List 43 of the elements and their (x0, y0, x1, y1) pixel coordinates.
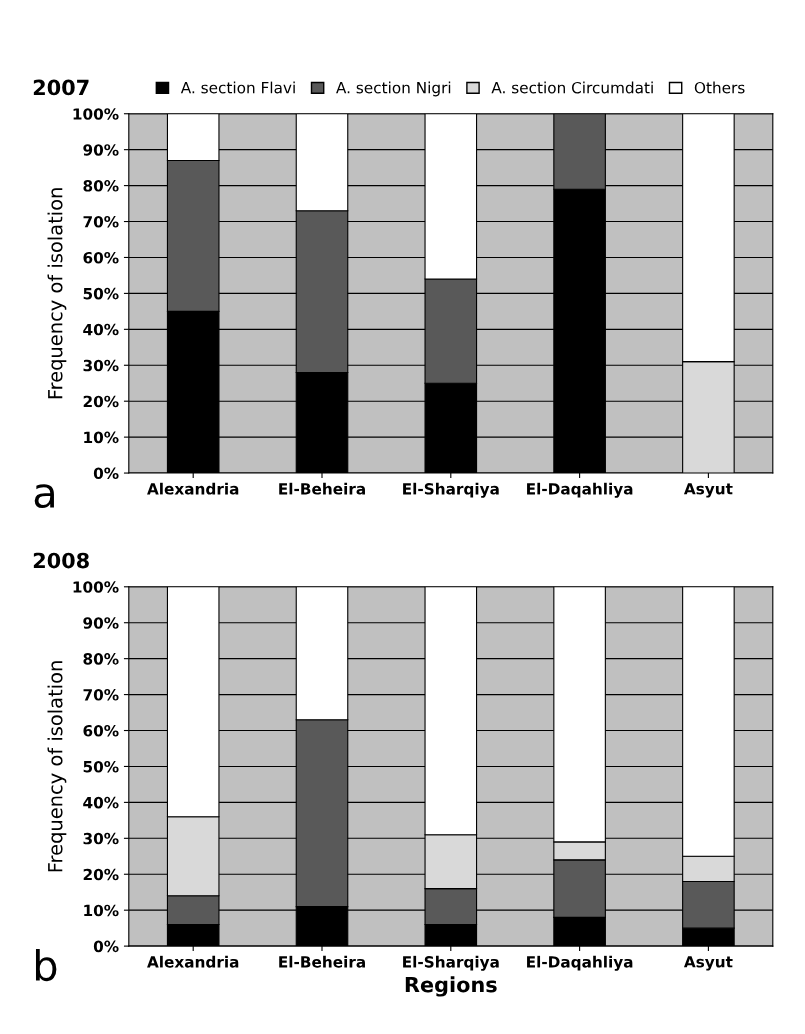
y-tick-label: 50% (83, 287, 119, 300)
x-axis-title: Regions (405, 976, 497, 997)
y-tick-label: 70% (83, 689, 119, 701)
y-tick-label: 80% (83, 180, 119, 192)
y-tick-label: 10% (84, 904, 119, 917)
y-tick-label: 20% (83, 395, 119, 408)
x-tick-label: El-Daqahliya (527, 955, 633, 971)
text: a (34, 484, 54, 509)
x-tick-label: El-Sharqiya (403, 955, 499, 971)
y-tick-label: 100% (73, 108, 119, 120)
x-tick-label: Alexandria (147, 955, 239, 968)
y-tick-label: 100% (73, 581, 119, 593)
x-tick-label: Alexandria (147, 482, 239, 495)
legend-label: A. section Nigri (336, 81, 451, 97)
y-tick-label: 40% (83, 796, 119, 809)
chart-title: 2008 (33, 552, 89, 569)
x-tick-label: El-Sharqiya (403, 482, 499, 498)
y-tick-label: 30% (83, 359, 119, 372)
x-tick-label: El-Beheira (279, 955, 365, 968)
y-tick-label: 70% (83, 216, 119, 228)
legend-label: Others (694, 81, 745, 94)
text: b (35, 948, 57, 982)
y-tick-label: 0% (93, 467, 119, 480)
y-tick-label: 40% (83, 323, 119, 336)
y-tick-label: 80% (83, 653, 119, 665)
y-tick-label: 50% (83, 760, 119, 773)
x-tick-label: Asyut (683, 483, 733, 498)
legend-label: A. section Circumdati (491, 81, 653, 94)
y-axis-title: Frequency of isolation (47, 188, 67, 399)
y-tick-label: 60% (83, 724, 119, 737)
y-tick-label: 90% (83, 144, 119, 156)
y-tick-label: 0% (93, 940, 119, 953)
y-tick-label: 20% (83, 868, 119, 881)
x-tick-label: El-Beheira (279, 482, 365, 495)
x-tick-label: Asyut (683, 956, 733, 971)
legend-label: A. section Flavi (180, 81, 295, 94)
chart-title: 2007 (33, 79, 89, 96)
y-axis-title: Frequency of isolation (47, 661, 67, 872)
y-tick-label: 10% (84, 431, 119, 444)
y-tick-label: 30% (83, 832, 119, 845)
x-tick-label: El-Daqahliya (527, 482, 633, 498)
y-tick-label: 90% (83, 617, 119, 629)
y-tick-label: 60% (83, 251, 119, 264)
